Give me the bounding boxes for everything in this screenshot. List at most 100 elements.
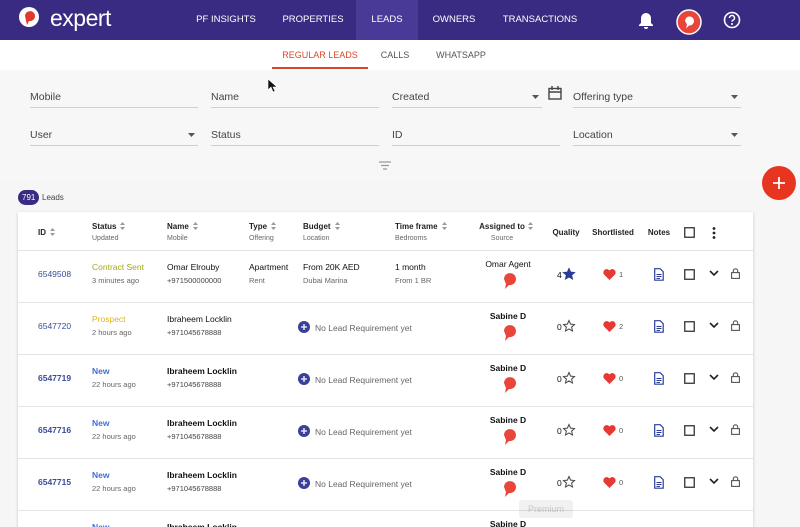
nav-item[interactable]: TRANSACTIONS xyxy=(502,14,578,25)
filter-field[interactable]: ID xyxy=(392,129,560,146)
quality-star[interactable] xyxy=(562,319,576,333)
column-header[interactable]: ID xyxy=(38,228,46,237)
quality-star[interactable] xyxy=(562,371,576,385)
column-header[interactable]: Notes xyxy=(647,228,671,237)
notes-icon[interactable] xyxy=(654,372,664,385)
column-subheader: Mobile xyxy=(167,235,188,242)
expand-chevron[interactable] xyxy=(709,426,719,433)
lead-id[interactable]: 6549508 xyxy=(38,269,72,279)
column-header[interactable]: Assigned to xyxy=(479,222,525,231)
lead-id[interactable]: 6547720 xyxy=(38,321,72,331)
add-requirement-icon[interactable] xyxy=(298,477,310,489)
notes-icon[interactable] xyxy=(654,476,664,489)
filter-field[interactable]: Status xyxy=(211,129,379,146)
nav-item[interactable]: PROPERTIES xyxy=(282,14,344,25)
filter-field[interactable]: User xyxy=(30,129,198,146)
filter-field[interactable]: Offering type xyxy=(573,91,741,108)
column-header[interactable]: Time frame xyxy=(395,222,438,231)
column-header[interactable]: Status xyxy=(92,222,117,231)
sort-icon xyxy=(271,222,276,230)
tooltip: Premium xyxy=(519,500,574,518)
lock-icon[interactable] xyxy=(731,476,740,487)
lead-mobile: +971045678888 xyxy=(167,432,222,441)
shortlist-heart[interactable] xyxy=(603,269,616,280)
quality-star[interactable] xyxy=(562,423,576,437)
no-requirement: No Lead Requirement yet xyxy=(315,375,412,385)
checkbox[interactable] xyxy=(684,227,695,238)
filter-toggle[interactable] xyxy=(379,161,391,170)
lead-name[interactable]: Ibraheem Locklin xyxy=(167,470,237,480)
expand-chevron[interactable] xyxy=(709,270,719,277)
column-header[interactable]: Budget xyxy=(303,222,331,231)
lock-icon[interactable] xyxy=(731,268,740,279)
column-menu[interactable] xyxy=(712,227,716,239)
source-logo xyxy=(504,273,516,289)
checkbox[interactable] xyxy=(684,321,695,332)
nav-item[interactable]: LEADS xyxy=(371,14,403,25)
expand-chevron[interactable] xyxy=(709,478,719,485)
shortlist-heart[interactable] xyxy=(603,321,616,332)
filter-field[interactable]: Mobile xyxy=(30,91,198,108)
lock-icon[interactable] xyxy=(731,372,740,383)
lead-name[interactable]: Omar Elrouby xyxy=(167,262,220,272)
subnav-underline xyxy=(272,67,368,69)
subnav-item[interactable]: CALLS xyxy=(380,50,410,60)
filter-field[interactable]: Created xyxy=(392,91,542,108)
checkbox[interactable] xyxy=(684,373,695,384)
shortlist-heart[interactable] xyxy=(603,477,616,488)
quality-score: 0 xyxy=(557,426,562,436)
notes-icon[interactable] xyxy=(654,268,664,281)
subnav-item[interactable]: WHATSAPP xyxy=(436,50,486,60)
lock-icon[interactable] xyxy=(731,320,740,331)
notes-icon[interactable] xyxy=(654,424,664,437)
shortlist-heart[interactable] xyxy=(603,373,616,384)
quality-score: 0 xyxy=(557,478,562,488)
column-header[interactable]: Type xyxy=(249,222,268,231)
lead-name[interactable]: Ibraheem Locklin xyxy=(167,366,237,376)
shortlisted-count: 2 xyxy=(619,322,624,331)
add-requirement-icon[interactable] xyxy=(298,425,310,437)
assigned-agent: Sabine D xyxy=(489,363,527,373)
lock-icon[interactable] xyxy=(731,424,740,435)
add-button[interactable] xyxy=(761,165,797,201)
lead-name[interactable]: Ibraheem Locklin xyxy=(167,314,232,324)
notes-icon[interactable] xyxy=(654,320,664,333)
bell-icon[interactable] xyxy=(638,12,654,29)
column-header[interactable]: Quality xyxy=(552,228,580,237)
lead-updated: 22 hours ago xyxy=(92,484,136,493)
quality-star[interactable] xyxy=(562,267,576,281)
logo-icon xyxy=(19,7,39,27)
calendar-icon[interactable] xyxy=(548,86,562,100)
lead-name[interactable]: Ibraheem Locklin xyxy=(167,522,237,527)
filter-field[interactable]: Name xyxy=(211,91,379,108)
avatar[interactable] xyxy=(676,9,702,35)
source-logo xyxy=(504,325,516,341)
nav-item[interactable]: PF INSIGHTS xyxy=(196,14,256,25)
lead-status: Contract Sent xyxy=(92,262,144,272)
lead-id[interactable]: 6547715 xyxy=(38,477,72,487)
nav-item[interactable]: OWNERS xyxy=(432,14,476,25)
filter-field[interactable]: Location xyxy=(573,129,741,146)
count-label: Leads xyxy=(42,193,64,202)
help-icon[interactable] xyxy=(723,11,741,29)
logo-text: expert xyxy=(50,5,111,31)
lead-id[interactable]: 6547719 xyxy=(38,373,72,383)
column-header[interactable]: Name xyxy=(167,222,189,231)
no-requirement: No Lead Requirement yet xyxy=(315,427,412,437)
lead-id[interactable]: 6547716 xyxy=(38,425,72,435)
column-header[interactable]: Shortlisted xyxy=(592,228,634,237)
expand-chevron[interactable] xyxy=(709,322,719,329)
expand-chevron[interactable] xyxy=(709,374,719,381)
add-requirement-icon[interactable] xyxy=(298,373,310,385)
column-subheader: Updated xyxy=(92,235,119,242)
row-divider xyxy=(18,510,753,511)
subnav-item[interactable]: REGULAR LEADS xyxy=(282,50,358,60)
dropdown-arrow xyxy=(188,133,195,137)
checkbox[interactable] xyxy=(684,269,695,280)
checkbox[interactable] xyxy=(684,425,695,436)
quality-star[interactable] xyxy=(562,475,576,489)
shortlist-heart[interactable] xyxy=(603,425,616,436)
lead-name[interactable]: Ibraheem Locklin xyxy=(167,418,237,428)
add-requirement-icon[interactable] xyxy=(298,321,310,333)
checkbox[interactable] xyxy=(684,477,695,488)
